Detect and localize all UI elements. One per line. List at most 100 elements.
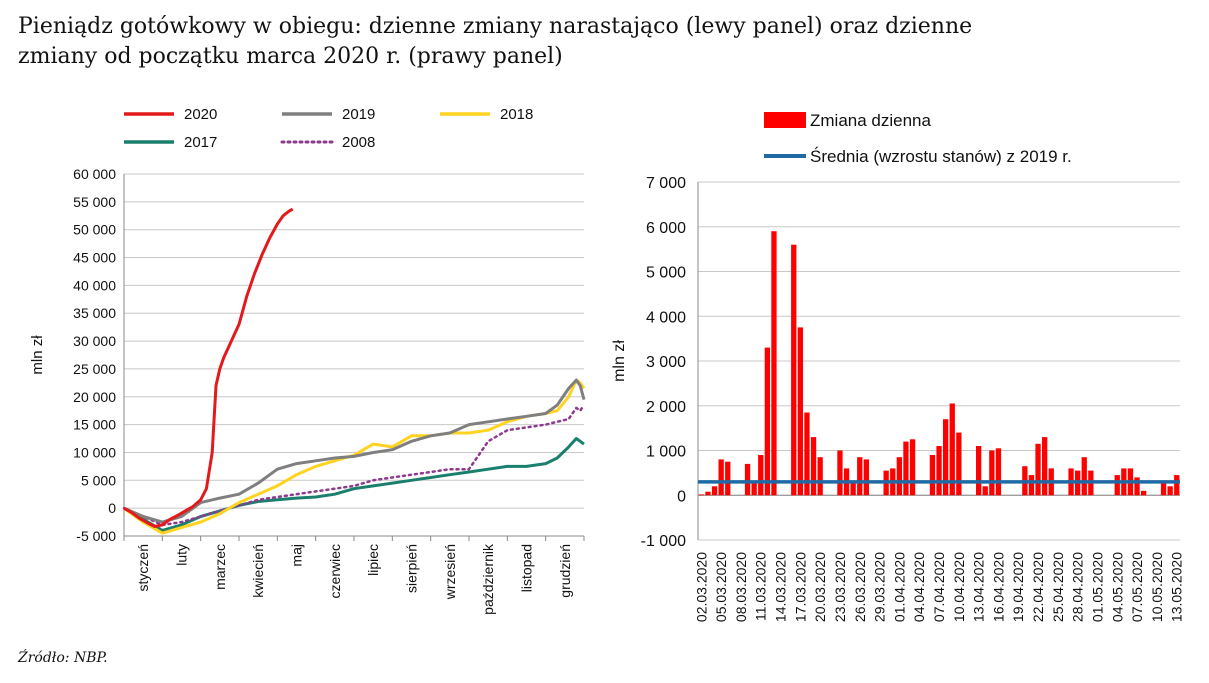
daily-change-bar	[764, 347, 770, 496]
right-y-tick-label: 3 000	[646, 354, 686, 371]
right-date-label: 23.03.2020	[832, 552, 848, 622]
left-y-tick-label: 35 000	[73, 305, 116, 321]
daily-change-bar	[857, 457, 863, 496]
left-month-label: październik	[480, 543, 496, 615]
right-date-label: 25.04.2020	[1050, 552, 1066, 622]
right-y-tick-label: 5 000	[646, 265, 686, 282]
daily-change-bar	[705, 491, 711, 496]
daily-change-bar	[1174, 475, 1180, 496]
daily-change-bar	[1160, 481, 1167, 496]
daily-change-bar	[771, 231, 777, 496]
daily-change-bar	[718, 459, 724, 496]
right-date-label: 19.04.2020	[1010, 552, 1026, 622]
daily-change-bar	[817, 457, 823, 496]
left-y-tick-label: 10 000	[73, 444, 116, 460]
left-month-label: wrzesień	[442, 544, 458, 600]
daily-change-bar	[956, 432, 962, 496]
daily-change-bar	[982, 486, 988, 496]
daily-change-bar	[1042, 437, 1048, 496]
daily-change-bar	[711, 486, 718, 496]
left-month-label: listopad	[519, 544, 535, 592]
left-y-axis-label: mln zł	[29, 335, 46, 375]
daily-change-bar	[1035, 443, 1041, 496]
legend-label-2017: 2017	[184, 134, 217, 151]
line-series-2019	[123, 378, 586, 524]
daily-change-bar	[929, 455, 936, 496]
daily-change-bar	[936, 446, 942, 496]
left-month-label: grudzień	[557, 544, 573, 598]
figure-title: Pieniądz gotówkowy w obiegu: dzienne zmi…	[18, 12, 972, 72]
daily-change-bar	[949, 403, 955, 496]
legend-label-2019: 2019	[342, 106, 375, 123]
daily-change-bar	[725, 461, 731, 496]
right-date-label: 17.03.2020	[792, 552, 808, 622]
line-series-2018	[123, 378, 586, 535]
right-y-tick-label: 2 000	[646, 399, 686, 416]
right-date-label: 20.03.2020	[812, 552, 828, 622]
right-date-label: 04.05.2020	[1109, 552, 1125, 622]
legend-label-2020: 2020	[184, 106, 217, 123]
legend-label-daily-change: Zmiana dzienna	[810, 111, 932, 130]
legend-label-2008: 2008	[342, 134, 375, 151]
left-month-label: lipiec	[365, 544, 381, 576]
left-month-label: marzec	[212, 544, 228, 590]
source-note: Źródło: NBP.	[18, 650, 108, 666]
daily-change-bar	[1081, 457, 1087, 496]
daily-change-bar	[744, 463, 751, 496]
daily-change-bar	[976, 446, 982, 496]
right-date-label: 14.03.2020	[773, 552, 789, 622]
daily-change-bar	[698, 494, 704, 496]
right-y-tick-label: 4 000	[646, 309, 686, 326]
line-series-2008	[122, 403, 586, 527]
figure-title-line-1: Pieniądz gotówkowy w obiegu: dzienne zmi…	[18, 14, 973, 39]
left-y-tick-label: 25 000	[73, 361, 116, 377]
left-y-tick-label: 15 000	[73, 417, 116, 433]
legend-label-average: Średnia (wzrostu stanów) z 2019 r.	[810, 147, 1072, 166]
daily-change-bar	[751, 481, 757, 496]
left-y-tick-label: 60 000	[73, 166, 116, 182]
right-y-tick-label: 1 000	[646, 444, 686, 461]
left-y-tick-label: -5 000	[76, 528, 116, 544]
daily-change-bar	[1167, 486, 1173, 496]
right-date-label: 07.04.2020	[931, 552, 947, 622]
daily-change-bar	[1141, 490, 1147, 496]
legend-label-2018: 2018	[500, 106, 533, 123]
left-y-tick-label: 45 000	[73, 250, 116, 266]
daily-change-bar	[1114, 475, 1120, 496]
right-y-tick-label: 6 000	[646, 220, 686, 237]
left-month-label: czerwiec	[327, 544, 343, 598]
figure-title-line-2: zmiany od początku marca 2020 r. (prawy …	[18, 44, 563, 69]
right-date-label: 10.04.2020	[951, 552, 967, 622]
right-date-label: 16.04.2020	[990, 552, 1006, 622]
left-month-label: sierpień	[404, 544, 420, 593]
right-y-tick-label: 7 000	[646, 175, 686, 192]
left-y-tick-label: 5 000	[81, 472, 116, 488]
daily-change-bar	[995, 448, 1002, 496]
right-date-label: 05.03.2020	[713, 552, 729, 622]
daily-change-bar	[903, 441, 909, 496]
left-y-tick-label: 50 000	[73, 222, 116, 238]
daily-change-bar	[791, 244, 797, 496]
right-chart: -1 000 0 1 000 2 000 3 000 4 000 5 000 6 000 7 0…	[611, 111, 1185, 622]
left-month-label: luty	[174, 544, 190, 566]
right-y-tick-label: -1 000	[641, 533, 686, 550]
right-date-label: 08.03.2020	[733, 552, 749, 622]
daily-change-bar	[896, 457, 902, 496]
left-month-label: maj	[289, 544, 305, 567]
right-date-label: 02.03.2020	[693, 552, 709, 622]
right-date-label: 29.03.2020	[872, 552, 888, 622]
left-y-tick-label: 0	[108, 500, 116, 516]
right-date-label: 01.04.2020	[891, 552, 907, 622]
daily-change-bar	[1028, 475, 1035, 496]
daily-change-bar	[850, 481, 856, 496]
right-y-tick-label: 0	[677, 488, 686, 505]
left-y-tick-label: 40 000	[73, 277, 116, 293]
left-y-tick-label: 30 000	[73, 333, 116, 349]
daily-change-bar	[909, 439, 916, 496]
left-y-tick-label: 55 000	[73, 194, 116, 210]
right-date-label: 11.03.2020	[753, 552, 769, 621]
right-date-label: 01.05.2020	[1090, 552, 1106, 622]
right-date-label: 10.05.2020	[1149, 552, 1165, 622]
left-month-label: kwiecień	[250, 544, 266, 598]
